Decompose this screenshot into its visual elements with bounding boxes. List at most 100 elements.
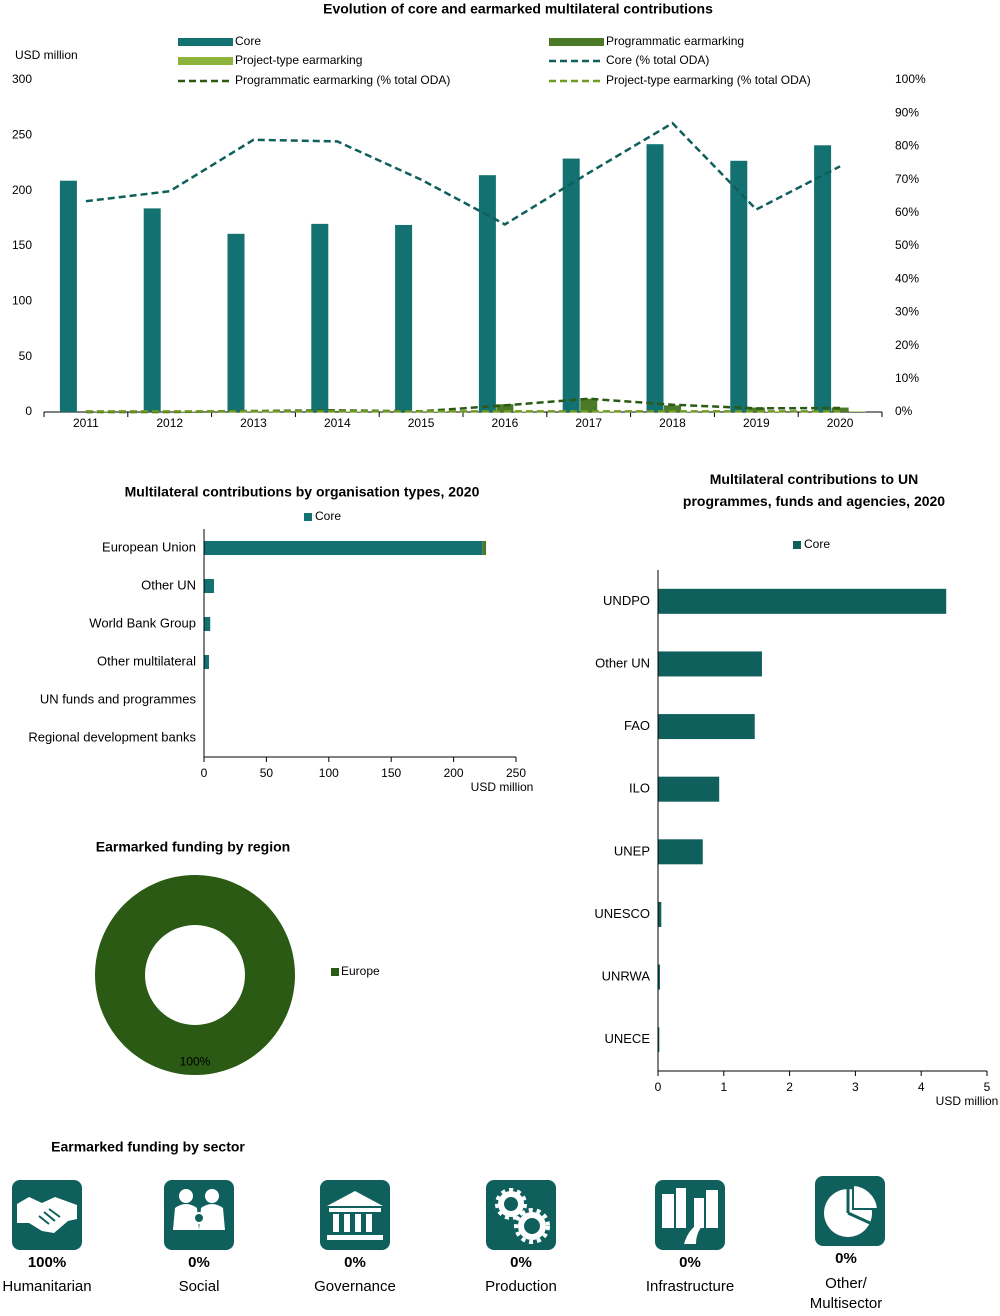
bar [204, 617, 211, 631]
sector-label: Humanitarian [2, 1278, 92, 1295]
x-tick-label: 0 [201, 766, 208, 780]
x-tick-label: 2017 [575, 416, 602, 430]
legend-swatch [178, 57, 233, 65]
bar [849, 411, 867, 412]
y2-tick-label: 40% [895, 271, 919, 285]
y-tick-label: Other UN [141, 577, 196, 592]
bar [482, 541, 487, 555]
legend-label: Programmatic earmarking (% total ODA) [235, 73, 450, 87]
sector-title: Earmarked funding by sector [51, 1139, 245, 1155]
chart-title: Evolution of core and earmarked multilat… [323, 1, 713, 17]
sector-share: 0% [835, 1250, 857, 1267]
bar [311, 223, 329, 412]
legend-label: Programmatic earmarking [606, 34, 744, 48]
donut-slice [95, 875, 295, 1075]
x-tick-label: 3 [852, 1080, 859, 1094]
bar [658, 1027, 660, 1053]
y2-tick-label: 80% [895, 139, 919, 153]
y-tick-label: 250 [12, 128, 32, 142]
bar [262, 411, 280, 412]
x-axis-label: USD million [471, 780, 534, 794]
sector-share: 0% [344, 1254, 366, 1271]
chart-title: Multilateral contributions to UN program… [682, 471, 946, 509]
sector-label: Governance [314, 1278, 396, 1295]
bar [658, 901, 662, 927]
x-tick-label: 1 [720, 1080, 727, 1094]
bar [658, 776, 720, 802]
x-tick-label: 2016 [492, 416, 519, 430]
sector-share: 100% [27, 1254, 67, 1271]
x-tick-label: 2 [786, 1080, 793, 1094]
sector-label: Social [178, 1278, 220, 1295]
legend-label: Project-type earmarking [235, 53, 362, 67]
data-label: 100% [180, 1055, 211, 1069]
bar [204, 655, 209, 669]
legend-label: Core [804, 537, 830, 551]
y-tick-label: UNDPO [603, 593, 650, 608]
y-tick-label: 200 [12, 183, 32, 197]
legend-swatch [178, 38, 233, 46]
bar [562, 158, 580, 412]
legend-label: Europe [341, 964, 380, 978]
legend-swatch [331, 968, 339, 976]
y-tick-label: 150 [12, 238, 32, 252]
x-tick-label: 0 [655, 1080, 662, 1094]
y-tick-label: 50 [19, 349, 33, 363]
bar [658, 588, 947, 614]
icon-social [164, 1180, 234, 1250]
legend-swatch [549, 38, 604, 46]
y2-tick-label: 50% [895, 238, 919, 252]
bar [204, 541, 483, 555]
bar [143, 208, 161, 412]
bar [204, 579, 214, 593]
x-tick-label: 50 [260, 766, 274, 780]
y-tick-label: ILO [629, 781, 650, 796]
x-tick-label: 4 [918, 1080, 925, 1094]
bar [646, 144, 664, 413]
bar [831, 407, 849, 412]
y-axis-label: USD million [15, 48, 78, 62]
y-tick-label: Other multilateral [97, 653, 196, 668]
y-tick-label: 300 [12, 72, 32, 86]
x-tick-label: 250 [506, 766, 526, 780]
y2-tick-label: 60% [895, 205, 919, 219]
bar [478, 175, 496, 412]
x-tick-label: 2019 [743, 416, 770, 430]
bar [496, 404, 514, 412]
y-tick-label: European Union [102, 539, 196, 554]
bar [658, 839, 703, 865]
icon-other [815, 1176, 885, 1246]
chart-title: Earmarked funding by region [96, 839, 290, 855]
y2-tick-label: 20% [895, 338, 919, 352]
bar [580, 398, 598, 412]
y-tick-label: Other UN [595, 655, 650, 670]
x-tick-label: 2014 [324, 416, 351, 430]
bar [664, 405, 681, 412]
y-tick-label: UNRWA [602, 969, 651, 984]
y-tick-label: 100 [12, 294, 32, 308]
x-tick-label: 2015 [408, 416, 435, 430]
sector-share: 0% [679, 1254, 701, 1271]
sector-label: Infrastructure [645, 1278, 735, 1295]
icon-humanitarian [12, 1180, 82, 1250]
x-tick-label: 200 [444, 766, 464, 780]
bar [747, 407, 765, 412]
bar [658, 964, 660, 990]
y2-tick-label: 90% [895, 105, 919, 119]
bar [658, 651, 762, 677]
y2-tick-label: 100% [895, 72, 926, 86]
x-tick-label: 2011 [73, 416, 99, 430]
x-tick-label: 2013 [240, 416, 267, 430]
y2-tick-label: 10% [895, 371, 919, 385]
y2-tick-label: 70% [895, 172, 919, 186]
y-tick-label: UNESCO [594, 906, 650, 921]
bar [814, 145, 832, 412]
x-tick-label: 2020 [827, 416, 854, 430]
legend-label: Core [315, 509, 341, 523]
y-tick-label: UNECE [604, 1031, 650, 1046]
bar [513, 411, 531, 412]
y-tick-label: UN funds and programmes [40, 691, 197, 706]
x-tick-label: 150 [381, 766, 401, 780]
